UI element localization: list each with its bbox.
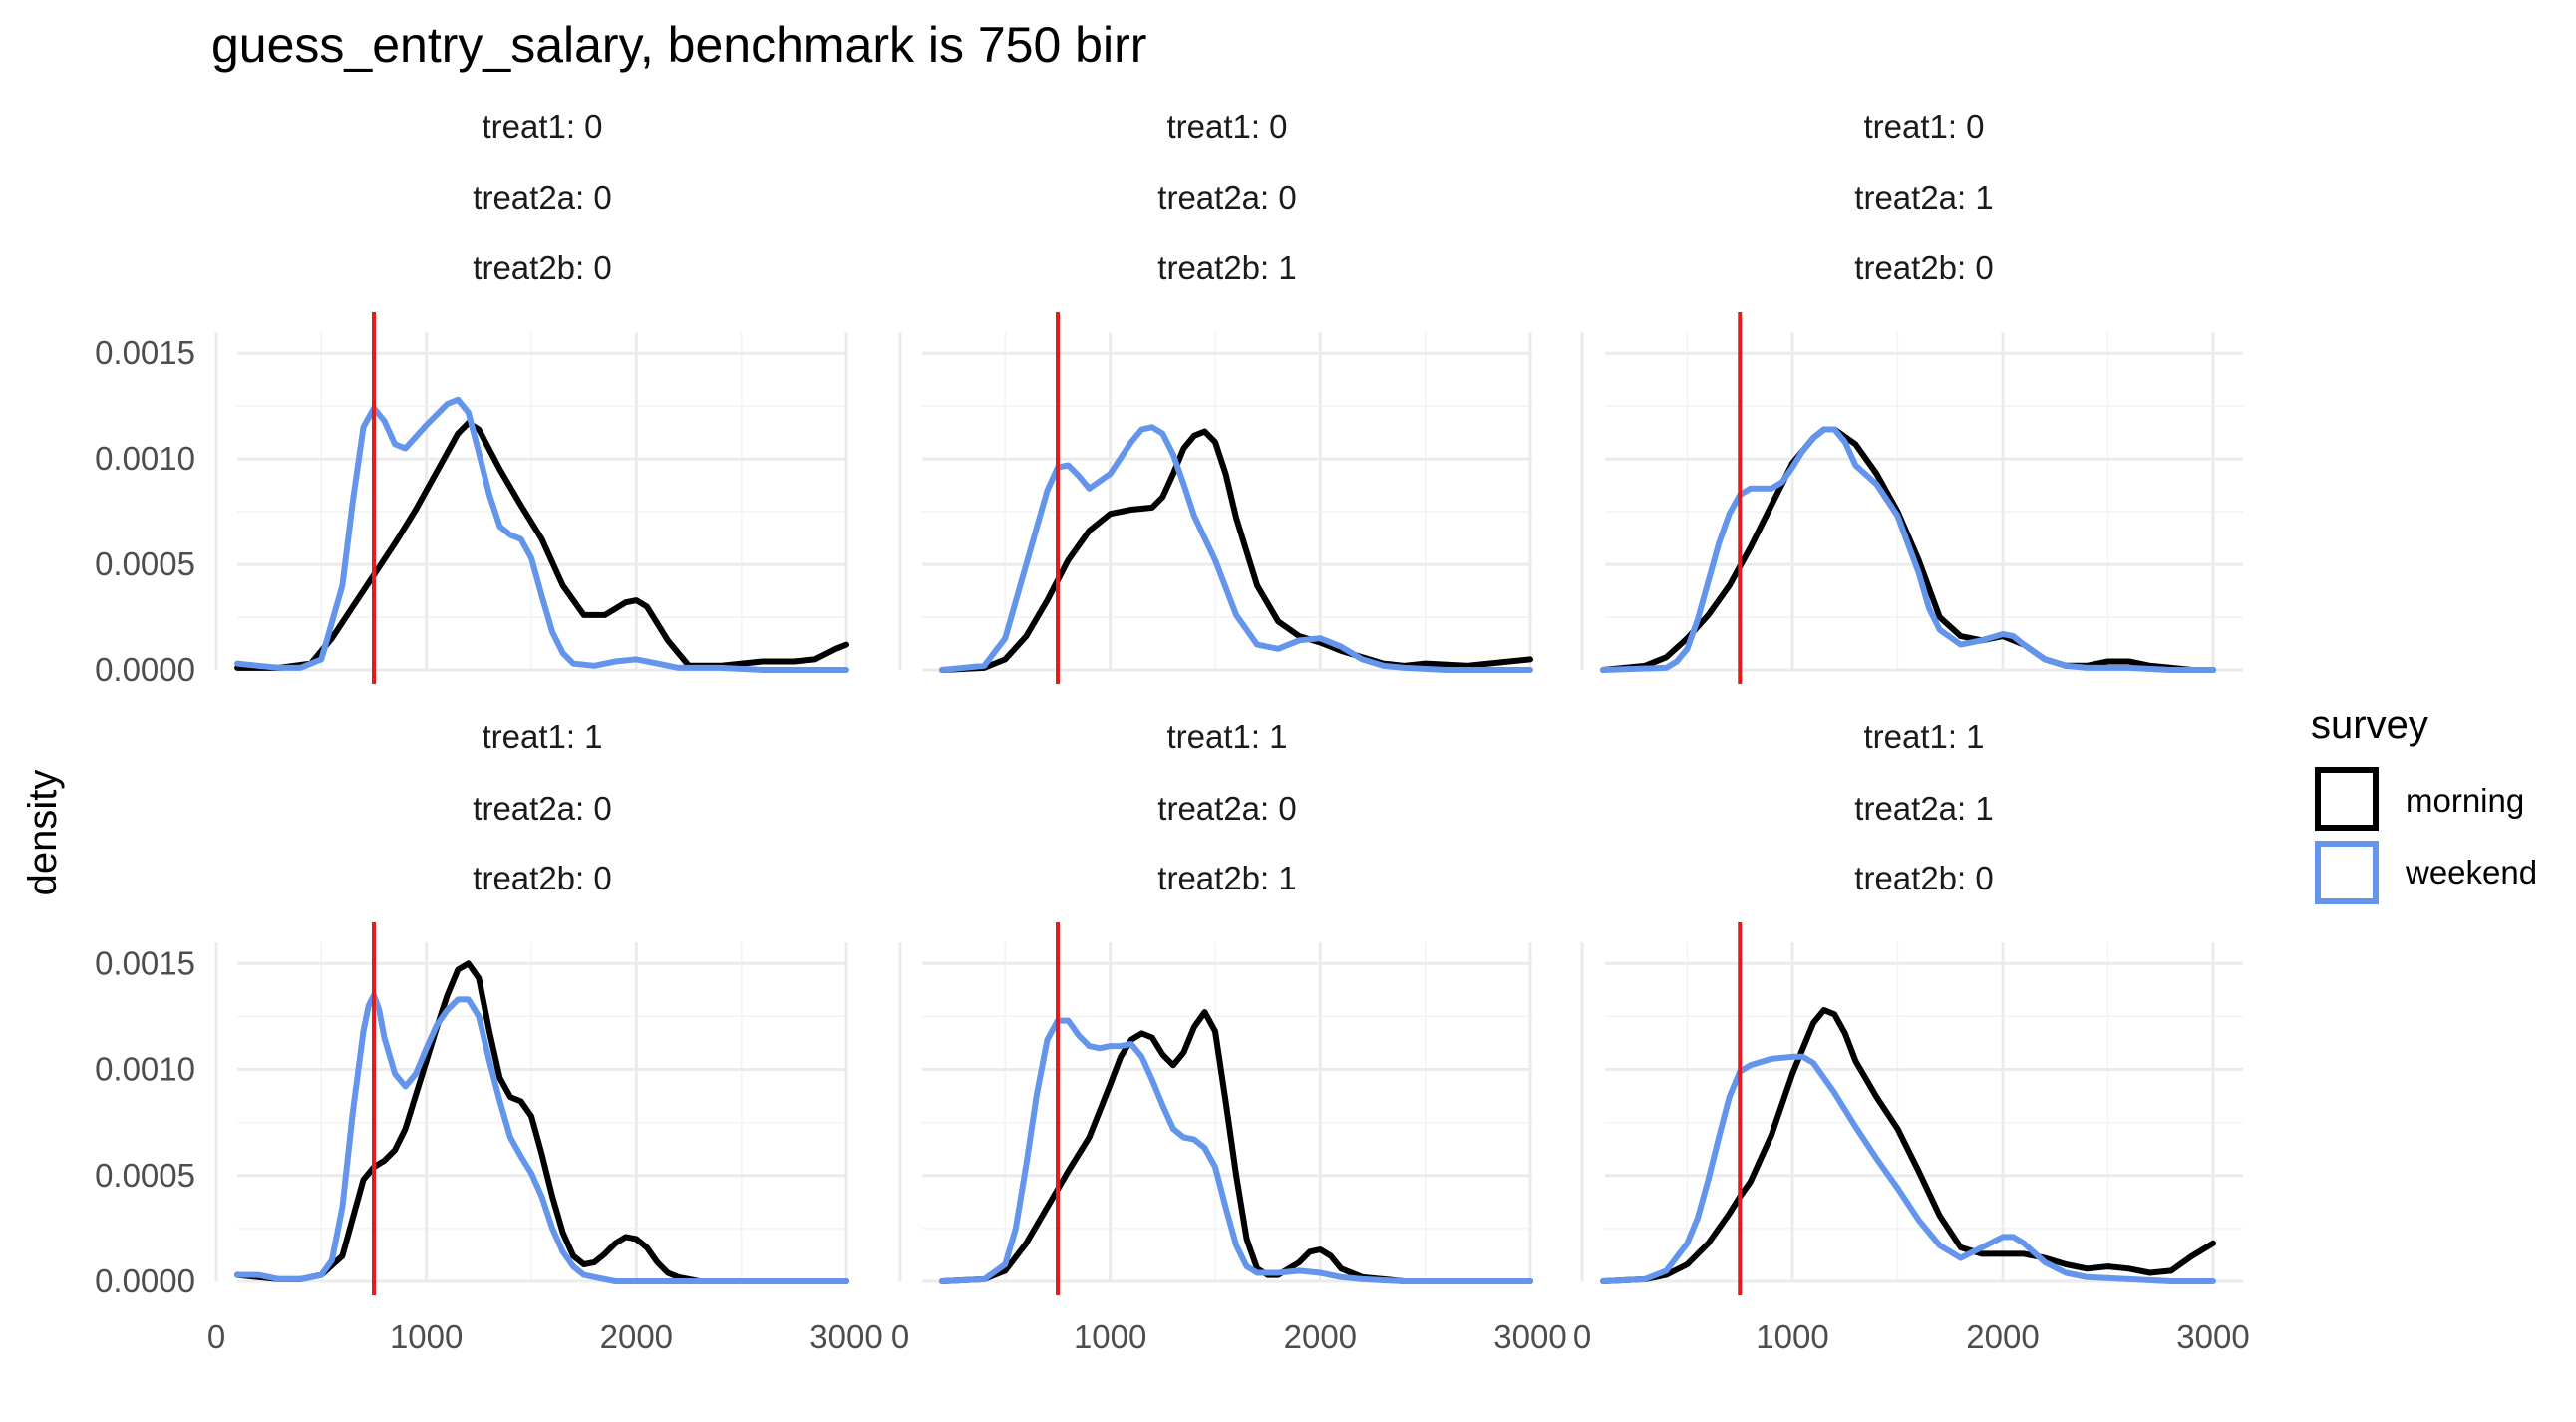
facet-strip-label: treat2b: 1 (1157, 860, 1296, 896)
facet-strip-label: treat2b: 0 (1854, 860, 1993, 896)
x-tick-label: 3000 (809, 1318, 882, 1355)
legend: survey morning weekend (2311, 703, 2537, 904)
y-tick-label: 0.0000 (95, 651, 195, 688)
legend-key-weekend (2315, 841, 2379, 904)
legend-item-morning: morning (2315, 767, 2524, 831)
density-line-weekend (234, 992, 849, 1284)
density-line-morning (234, 960, 849, 1284)
density-line-weekend (939, 1017, 1533, 1284)
y-tick-label: 0.0005 (95, 1157, 195, 1194)
facet-strip-label: treat2a: 1 (1854, 179, 1993, 216)
density-line-weekend (234, 396, 849, 673)
facet-strip-label: treat2a: 0 (473, 179, 611, 216)
legend-item-weekend: weekend (2315, 841, 2537, 904)
chart-title: guess_entry_salary, benchmark is 750 bir… (211, 17, 1146, 73)
y-tick-label: 0.0015 (95, 334, 195, 371)
legend-key-morning (2315, 767, 2379, 831)
facet-strip-label: treat1: 0 (482, 108, 602, 145)
facet-panel: treat1: 1 treat2a: 0 treat2b: 0 0.0000 0.000… (95, 718, 883, 1355)
facet-strip-label: treat2a: 0 (473, 790, 611, 827)
density-line-weekend (1600, 1053, 2216, 1284)
density-line-morning (939, 1009, 1533, 1284)
x-tick-label: 2000 (1966, 1318, 2039, 1355)
density-line-weekend (1600, 426, 2216, 673)
facet-panel: treat1: 1 treat2a: 0 treat2b: 1 0 1000 2000 30… (891, 718, 1567, 1355)
legend-label-weekend: weekend (2405, 854, 2537, 890)
y-tick-label: 0.0015 (95, 944, 195, 981)
density-line-morning (234, 420, 849, 671)
facet-strip-label: treat1: 0 (1863, 108, 1984, 145)
facet-strip-label: treat2a: 0 (1157, 790, 1296, 827)
x-tick-label: 1000 (390, 1318, 463, 1355)
x-tick-label: 2000 (1284, 1318, 1357, 1355)
y-axis-label: density (21, 770, 65, 896)
y-tick-label: 0.0010 (95, 440, 195, 477)
x-tick-label: 3000 (2176, 1318, 2249, 1355)
facet-strip-label: treat2a: 0 (1157, 179, 1296, 216)
facet-strip-label: treat2b: 1 (1157, 249, 1296, 286)
y-tick-label: 0.0005 (95, 545, 195, 582)
facet-strip-label: treat1: 1 (1166, 718, 1287, 755)
x-tick-label: 2000 (600, 1318, 673, 1355)
y-tick-label: 0.0010 (95, 1051, 195, 1088)
x-tick-label: 0 (1573, 1318, 1591, 1355)
x-tick-label: 0 (891, 1318, 909, 1355)
x-tick-label: 1000 (1756, 1318, 1828, 1355)
legend-title: survey (2311, 703, 2428, 747)
facet-strip-label: treat2b: 0 (473, 249, 611, 286)
y-tick-label: 0.0000 (95, 1262, 195, 1299)
facet-strip-label: treat2a: 1 (1854, 790, 1993, 827)
facet-panel: treat1: 0 treat2a: 0 treat2b: 1 (898, 108, 1533, 684)
facet-strip-label: treat2b: 0 (473, 860, 611, 896)
facet-strip-label: treat1: 1 (1863, 718, 1984, 755)
x-tick-label: 1000 (1074, 1318, 1146, 1355)
legend-label-morning: morning (2406, 782, 2524, 819)
density-line-morning (1600, 1007, 2216, 1284)
facet-strip-label: treat2b: 0 (1854, 249, 1993, 286)
facet-panel: treat1: 0 treat2a: 1 treat2b: 0 (1580, 108, 2243, 684)
facet-panel: treat1: 1 treat2a: 1 treat2b: 0 0 1000 2000 30… (1573, 718, 2250, 1355)
facet-panel: treat1: 0 treat2a: 0 treat2b: 0 0.0000 0.000… (95, 108, 849, 688)
facet-strip-label: treat1: 1 (482, 718, 602, 755)
x-tick-label: 0 (207, 1318, 225, 1355)
facet-panels: treat1: 0 treat2a: 0 treat2b: 0 0.0000 0.000… (95, 108, 2250, 1355)
facet-strip-label: treat1: 0 (1166, 108, 1287, 145)
x-tick-label: 3000 (1493, 1318, 1566, 1355)
